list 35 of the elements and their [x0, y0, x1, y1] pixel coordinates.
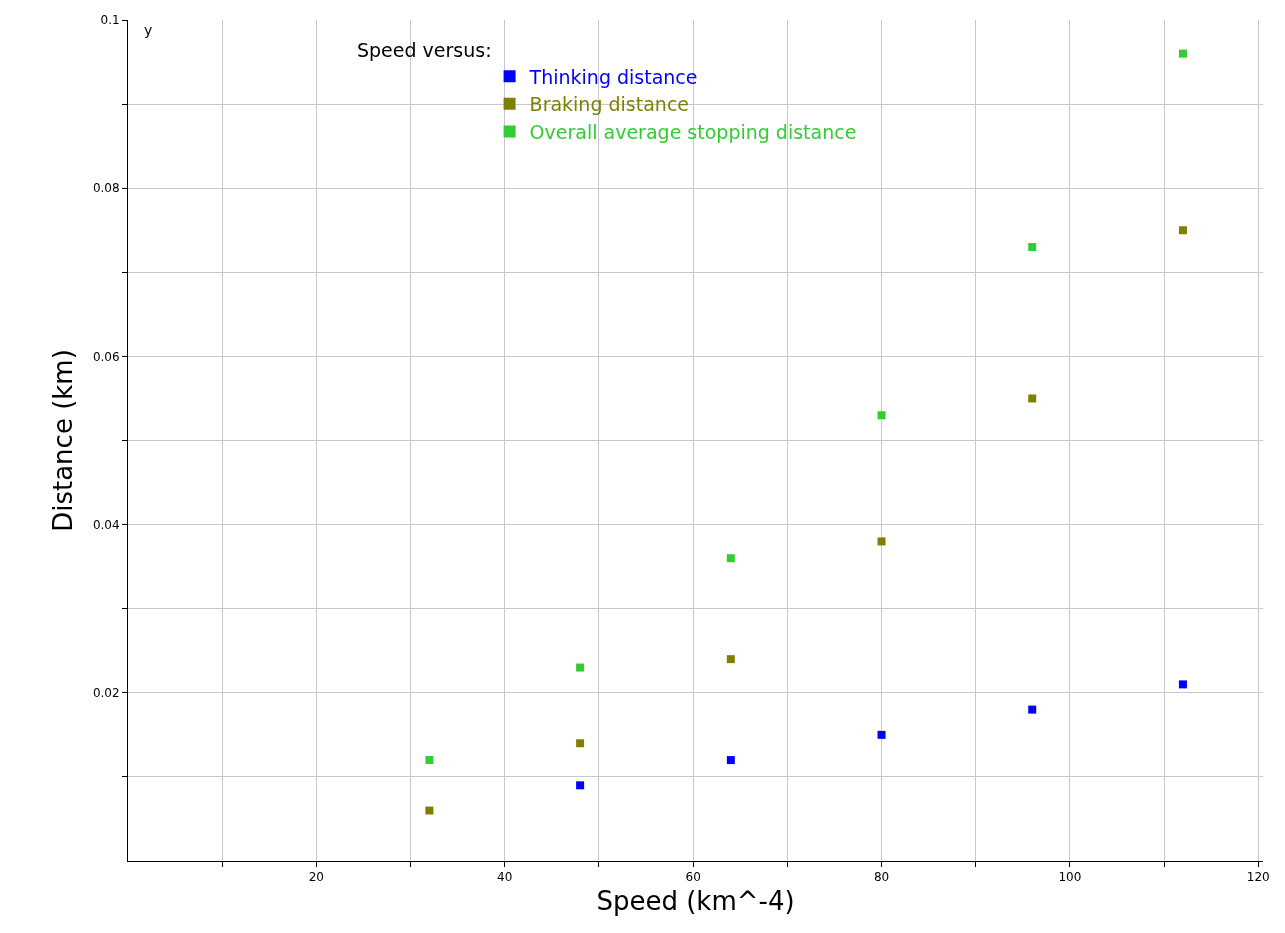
x-tick-label: 20 — [308, 870, 325, 885]
legend-title: Speed versus: — [357, 39, 492, 62]
y-tick-label: 0.1 — [100, 13, 120, 28]
point — [1178, 226, 1187, 235]
legend-label: Overall average stopping distance — [529, 120, 857, 143]
y-axis-title: Distance (km) — [48, 349, 79, 532]
x-tick-label: 80 — [873, 870, 890, 885]
x-axis-title: Speed (km^-4) — [596, 886, 795, 917]
y-tick-label: 0.06 — [92, 349, 120, 364]
point — [726, 655, 735, 664]
point — [1178, 680, 1187, 689]
point — [425, 806, 434, 815]
x-tick-label: 120 — [1246, 870, 1270, 885]
point — [877, 730, 886, 739]
point — [1178, 49, 1187, 58]
y-tick-label: 0.04 — [92, 517, 120, 532]
annotation: y — [144, 22, 153, 38]
point — [576, 739, 585, 748]
point — [1028, 705, 1037, 714]
x-tick-label: 40 — [497, 870, 513, 885]
x-tick-label: 60 — [685, 870, 701, 885]
point — [1028, 394, 1037, 403]
point — [726, 554, 735, 563]
point — [425, 756, 434, 765]
legend-label: Braking distance — [529, 93, 690, 116]
point — [576, 663, 585, 672]
point — [877, 411, 886, 420]
legend-label: Thinking distance — [528, 65, 698, 88]
point — [726, 756, 735, 765]
point — [576, 781, 585, 790]
y-tick-label: 0.02 — [92, 686, 120, 700]
point — [877, 537, 886, 546]
x-tick-label: 100 — [1058, 870, 1082, 885]
y-tick-label: 0.08 — [92, 181, 120, 196]
point — [1028, 243, 1037, 252]
